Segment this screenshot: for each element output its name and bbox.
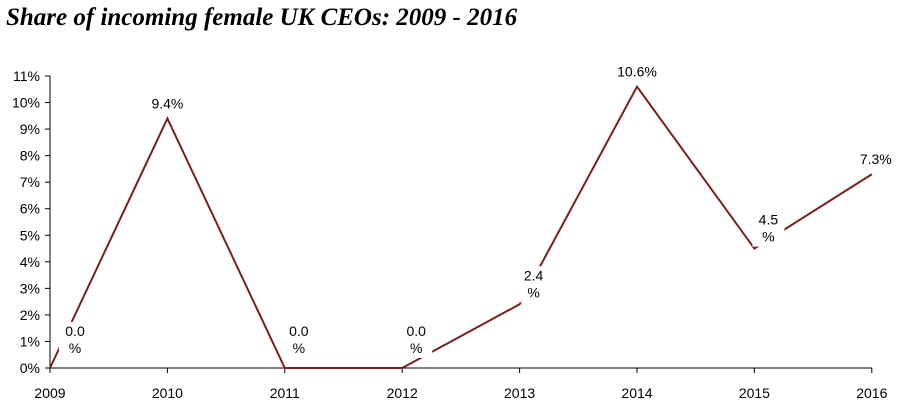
y-tick-label: 8% — [20, 148, 40, 164]
data-label: % — [527, 284, 539, 300]
x-tick-label: 2016 — [856, 385, 887, 401]
data-label: 0.0 — [65, 323, 85, 339]
data-label: % — [410, 340, 422, 356]
data-label: 4.5 — [759, 212, 779, 228]
x-tick-label: 2012 — [387, 385, 418, 401]
x-tick-label: 2014 — [621, 385, 652, 401]
y-tick-label: 5% — [20, 227, 40, 243]
y-tick-label: 11% — [13, 68, 40, 84]
data-label: 2.4 — [524, 267, 544, 283]
data-label-background — [147, 94, 188, 114]
data-label-background — [855, 150, 896, 170]
y-axis: 0% 1% 2% 3% 4% 5% 6% 7% 8% 9% 10% 11% — [12, 68, 51, 376]
data-label-background — [517, 266, 550, 303]
data-label: % — [293, 340, 305, 356]
x-tick-label: 2010 — [152, 385, 183, 401]
x-tick-label: 2015 — [739, 385, 770, 401]
data-label-background — [613, 62, 661, 82]
y-tick-label: 4% — [20, 254, 40, 270]
data-label: 9.4% — [151, 95, 183, 111]
y-tick-label: 1% — [20, 333, 40, 349]
data-label-background — [59, 322, 91, 358]
y-tick-label: 0% — [20, 360, 40, 376]
data-label-background — [752, 210, 785, 247]
data-label: % — [69, 340, 81, 356]
x-tick-label: 2009 — [34, 385, 65, 401]
data-label: 7.3% — [860, 151, 892, 167]
chart-title: Share of incoming female UK CEOs: 2009 -… — [6, 4, 518, 31]
y-tick-label: 6% — [20, 201, 40, 217]
x-tick-label: 2011 — [270, 385, 300, 401]
data-labels: 0.0%9.4%0.0%0.0%2.4%10.6%4.5%7.3% — [59, 62, 896, 358]
data-label: % — [762, 229, 774, 245]
data-label: 0.0 — [289, 323, 309, 339]
y-tick-label: 7% — [20, 174, 40, 190]
data-label-background — [400, 322, 433, 358]
data-label-background — [282, 322, 315, 358]
y-tick-label: 9% — [20, 121, 40, 137]
series-line — [49, 84, 873, 369]
x-tick-label: 2013 — [504, 385, 535, 401]
y-tick-label: 10% — [12, 95, 40, 111]
series-line-path — [49, 84, 873, 369]
y-tick-label: 3% — [20, 280, 40, 296]
data-label: 10.6% — [617, 64, 657, 80]
x-axis: 2009 2010 2011 2012 2013 2014 2015 2016 — [34, 367, 888, 401]
y-tick-label: 2% — [20, 307, 40, 323]
data-label: 0.0 — [406, 323, 426, 339]
